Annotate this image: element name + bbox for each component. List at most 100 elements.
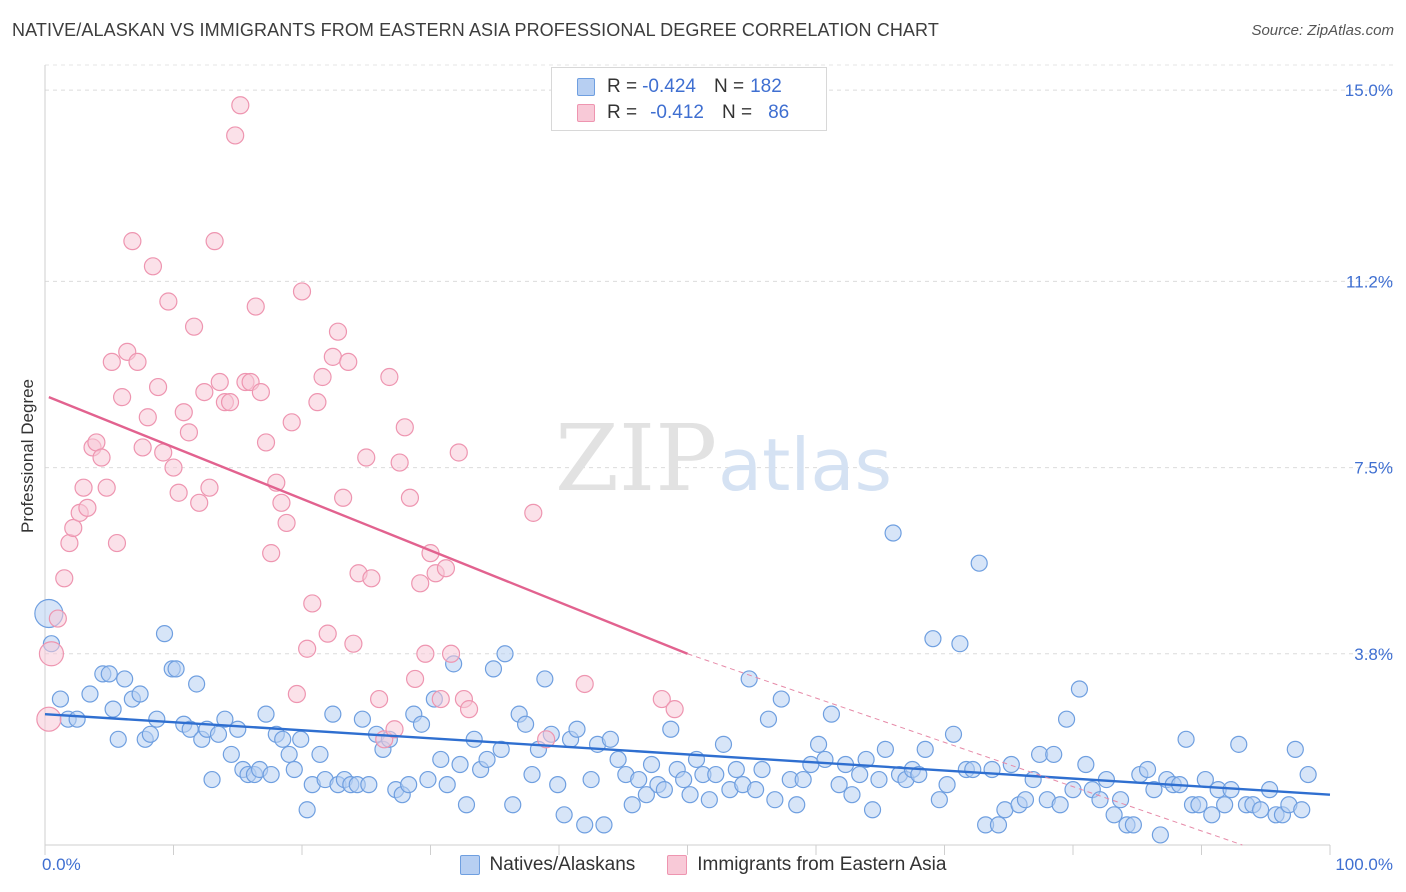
legend-row-natives: R = -0.424 N = 182 [552,73,782,101]
point-natives [209,725,228,743]
point-natives [630,770,648,789]
point-immigrants [133,438,152,457]
point-natives [116,670,134,688]
point-natives [360,776,378,794]
point-natives [216,710,234,728]
point-immigrants [431,689,450,709]
point-immigrants [318,624,337,643]
legend-r-label: R = [607,102,638,123]
legend-n-value-immigrants: 86 [768,102,790,123]
point-natives [924,630,942,648]
point-natives [851,765,869,784]
point-immigrants [205,232,224,251]
point-immigrants [256,433,276,452]
trend-line-immigrants-extension [687,653,1243,846]
point-natives [536,670,554,688]
point-natives [637,786,655,804]
point-natives [1016,791,1035,809]
point-natives [274,730,292,748]
legend-r-value-natives: -0.424 [642,76,696,97]
y-tick-label: 11.2% [1346,272,1393,291]
point-immigrants [102,352,121,372]
point-natives [1091,791,1109,809]
point-natives [257,705,275,723]
point-immigrants [370,689,389,709]
point-natives [884,524,902,542]
point-natives [1111,791,1130,809]
point-natives [484,660,503,678]
point-natives [863,801,882,819]
point-natives [675,770,693,789]
point-immigrants [298,639,317,658]
point-immigrants [36,706,62,732]
point-immigrants [64,518,83,538]
point-natives [131,685,149,703]
point-natives [876,740,894,758]
legend-row-immigrants: R = -0.412 N = 86 [552,99,789,127]
trend-line-natives [44,712,1331,796]
series-natives-points [34,524,1317,844]
y-tick-label: 3.8% [1354,645,1393,664]
point-natives [438,776,456,794]
point-immigrants [184,317,204,336]
point-immigrants [357,448,376,467]
point-immigrants [60,533,79,553]
point-natives [1230,735,1248,753]
point-natives [292,730,310,748]
point-natives [1286,740,1304,758]
point-immigrants [287,684,306,704]
point-natives [523,765,541,784]
point-immigrants [344,634,363,653]
point-immigrants [174,403,193,422]
point-natives [1057,710,1076,728]
point-immigrants [87,433,106,452]
point-immigrants [362,569,381,588]
point-natives [609,750,627,769]
point-immigrants [334,488,353,507]
point-immigrants [652,689,671,709]
point-immigrants [164,458,183,477]
point-natives [582,770,600,789]
point-immigrants [323,347,342,366]
point-immigrants [272,493,291,512]
point-natives [794,770,812,789]
point-natives [595,816,613,834]
point-natives [516,715,535,733]
point-natives [964,760,982,779]
point-immigrants [665,700,684,719]
point-natives [642,755,661,774]
point-immigrants [226,126,245,145]
watermark-zip: ZIP [555,405,717,512]
point-immigrants [303,594,322,613]
point-immigrants [159,292,178,311]
point-natives [747,781,765,799]
point-natives [983,760,1001,779]
point-immigrants [308,393,327,412]
point-natives [280,745,298,764]
point-immigrants [123,232,142,251]
point-immigrants [282,413,301,432]
point-natives [916,740,934,758]
point-natives [1105,806,1123,824]
point-natives [1051,796,1069,814]
y-tick-label: 7.5% [1354,459,1393,478]
trend-lines [44,396,1331,846]
point-natives [400,776,418,794]
point-natives [857,750,875,769]
point-natives [100,665,118,683]
point-immigrants [339,352,358,372]
point-natives [155,625,174,643]
point-natives [432,750,450,769]
legend-swatch-natives [459,855,480,875]
point-immigrants [128,352,147,372]
point-immigrants [537,730,556,749]
point-natives [1190,796,1208,814]
point-immigrants [441,644,461,663]
legend-swatch-immigrants [577,104,595,122]
point-immigrants [200,478,219,497]
point-immigrants [143,257,163,276]
point-natives [944,725,963,743]
point-immigrants [231,96,250,115]
point-immigrants [38,641,65,667]
